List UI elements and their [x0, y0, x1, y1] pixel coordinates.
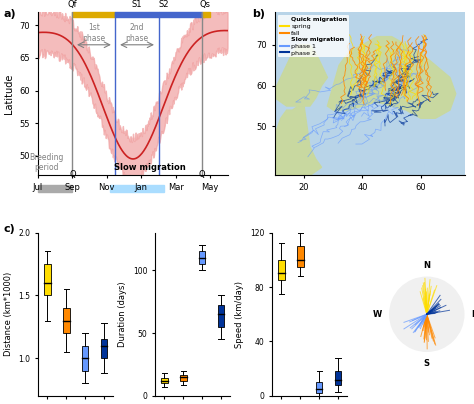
- Text: Slow migration: Slow migration: [114, 163, 186, 172]
- Text: S1: S1: [132, 0, 142, 9]
- Text: E: E: [472, 310, 474, 319]
- Text: Q: Q: [69, 170, 76, 179]
- Bar: [278, 260, 285, 280]
- Bar: [218, 305, 224, 327]
- Text: b): b): [252, 9, 265, 19]
- Legend: Quick migration, spring, fall, Slow migration, phase 1, phase 2: Quick migration, spring, fall, Slow migr…: [278, 15, 349, 57]
- Bar: [201, 12, 210, 17]
- Bar: [180, 375, 187, 381]
- Bar: [159, 12, 201, 17]
- Y-axis label: Distance (km*1000): Distance (km*1000): [4, 272, 13, 356]
- Text: 1st
phase: 1st phase: [82, 23, 106, 43]
- Bar: [116, 12, 159, 17]
- Bar: [100, 339, 107, 358]
- Polygon shape: [275, 106, 321, 175]
- Text: W: W: [373, 310, 382, 319]
- Y-axis label: Latitude: Latitude: [4, 74, 14, 114]
- Text: Q: Q: [198, 170, 205, 179]
- Bar: [44, 264, 51, 295]
- Text: Qf: Qf: [68, 0, 77, 9]
- Bar: [316, 382, 322, 393]
- Polygon shape: [328, 37, 456, 118]
- Text: Breeding
period: Breeding period: [29, 153, 64, 172]
- Bar: [199, 251, 205, 264]
- Text: S2: S2: [158, 0, 169, 9]
- Polygon shape: [275, 45, 328, 106]
- Text: S: S: [424, 359, 430, 368]
- Bar: [82, 346, 89, 371]
- Text: Qs: Qs: [200, 0, 210, 9]
- Text: 2nd
phase: 2nd phase: [126, 23, 148, 43]
- Text: N: N: [423, 261, 430, 269]
- Bar: [335, 371, 341, 385]
- Text: c): c): [4, 225, 16, 234]
- Y-axis label: Speed (km/day): Speed (km/day): [236, 281, 245, 348]
- Bar: [73, 12, 116, 17]
- Bar: [161, 378, 168, 383]
- Bar: [38, 185, 73, 192]
- Y-axis label: Duration (days): Duration (days): [118, 282, 127, 347]
- Bar: [63, 308, 70, 333]
- Text: a): a): [4, 9, 17, 19]
- Bar: [110, 185, 164, 192]
- Bar: [297, 246, 304, 267]
